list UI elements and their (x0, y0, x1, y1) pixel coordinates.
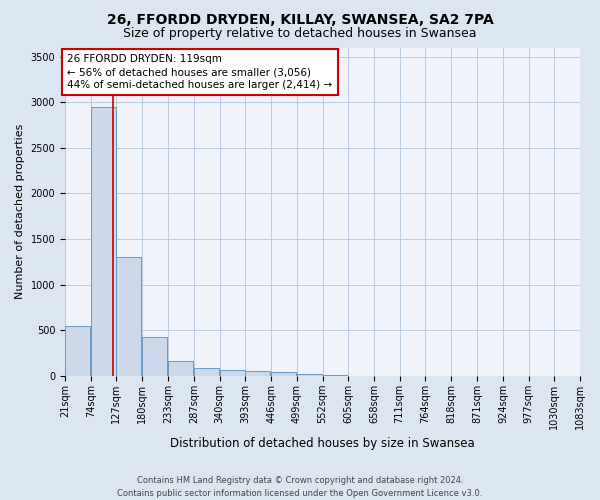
Bar (220, 370, 245, 376)
Text: Size of property relative to detached houses in Swansea: Size of property relative to detached ho… (123, 28, 477, 40)
Bar (245, 371, 271, 376)
Text: Contains HM Land Registry data © Crown copyright and database right 2024.
Contai: Contains HM Land Registry data © Crown c… (118, 476, 482, 498)
Text: 26 FFORDD DRYDEN: 119sqm
← 56% of detached houses are smaller (3,056)
44% of sem: 26 FFORDD DRYDEN: 119sqm ← 56% of detach… (67, 54, 332, 90)
Bar (91, 107, 116, 376)
Bar (194, 368, 219, 376)
Bar (271, 372, 296, 376)
Y-axis label: Number of detached properties: Number of detached properties (15, 124, 25, 300)
Bar (297, 374, 322, 376)
X-axis label: Distribution of detached houses by size in Swansea: Distribution of detached houses by size … (170, 437, 475, 450)
Bar (65, 326, 90, 376)
Bar (116, 257, 142, 376)
Bar (168, 361, 193, 376)
Bar (142, 338, 167, 376)
Text: 26, FFORDD DRYDEN, KILLAY, SWANSEA, SA2 7PA: 26, FFORDD DRYDEN, KILLAY, SWANSEA, SA2 … (107, 12, 493, 26)
